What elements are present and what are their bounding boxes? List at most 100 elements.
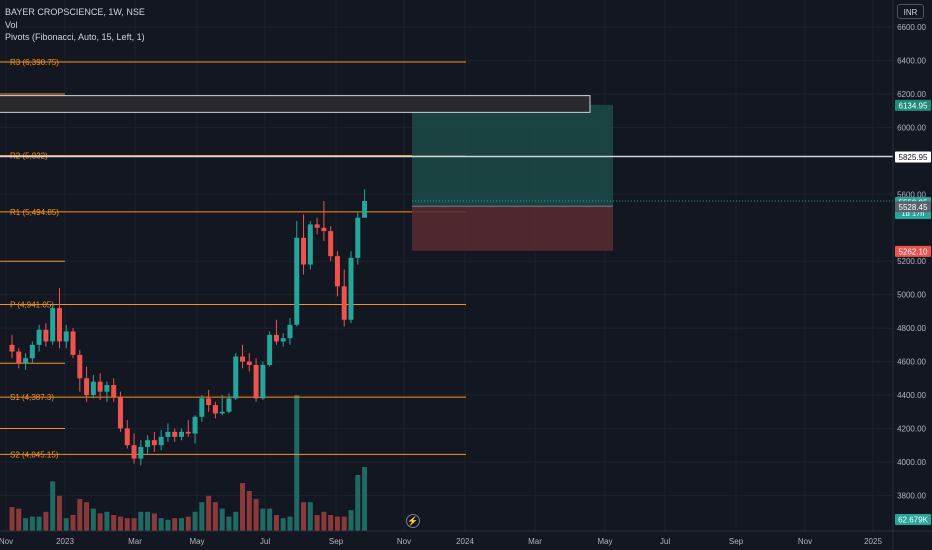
candle-body xyxy=(9,344,15,352)
candle-body xyxy=(165,431,171,437)
candle-body xyxy=(314,224,320,228)
volume-bar xyxy=(97,513,103,531)
candle-body xyxy=(355,217,361,258)
volume-bar xyxy=(334,516,340,531)
volume-bar xyxy=(240,483,246,531)
x-tick-label: Nov xyxy=(0,537,13,546)
candle-body xyxy=(334,256,340,287)
x-tick-label: 2024 xyxy=(456,537,474,546)
currency-button[interactable]: INR xyxy=(897,4,924,19)
pivot-label: P (4,941.05) xyxy=(10,301,54,310)
pivot-label: R3 (6,390.75) xyxy=(10,58,59,67)
candle-body xyxy=(23,358,29,364)
volume-bar xyxy=(29,516,35,531)
candle-body xyxy=(362,200,368,218)
candle-body xyxy=(70,331,76,355)
volume-bar xyxy=(179,518,184,531)
x-tick-label: Nov xyxy=(397,537,411,546)
candle-body xyxy=(253,364,259,399)
volume-bar xyxy=(23,518,29,531)
candle-body xyxy=(63,331,69,342)
candle-body xyxy=(151,440,157,446)
volume-indicator-label[interactable]: Vol xyxy=(5,19,18,30)
volume-bar xyxy=(206,495,212,531)
volume-bar xyxy=(117,516,123,531)
volume-bar xyxy=(70,515,76,531)
volume-bar xyxy=(63,518,69,531)
y-tick-label: 4200.00 xyxy=(897,424,926,433)
price-badge-entry xyxy=(895,201,931,213)
volume-bar xyxy=(124,518,130,531)
x-tick-label: May xyxy=(189,537,204,546)
candle-body xyxy=(138,446,144,459)
position-loss-zone[interactable] xyxy=(412,206,613,251)
volume-bar xyxy=(348,510,354,531)
volume-bar xyxy=(362,467,368,531)
volume-bar xyxy=(294,395,300,531)
y-tick-label: 6400.00 xyxy=(897,56,926,65)
candle-body xyxy=(192,416,198,434)
y-tick-label: 4600.00 xyxy=(897,358,926,367)
x-tick-label: 2025 xyxy=(864,537,882,546)
volume-bar xyxy=(233,511,239,531)
lightning-bolt-icon[interactable]: ⚡ xyxy=(406,514,420,528)
candle-body xyxy=(29,344,35,359)
candle-body xyxy=(124,428,130,446)
price-badge-volume xyxy=(895,514,931,525)
volume-bar xyxy=(185,516,191,531)
x-tick-label: Mar xyxy=(128,537,142,546)
y-tick-label: 6000.00 xyxy=(897,123,926,132)
volume-bar xyxy=(192,511,198,531)
pivots-indicator-label[interactable]: Pivots (Fibonacci, Auto, 15, Left, 1) xyxy=(5,32,145,42)
price-badge-stop xyxy=(895,245,931,257)
y-tick-label: 4800.00 xyxy=(897,324,926,333)
candle-body xyxy=(50,308,56,342)
volume-bar xyxy=(219,508,225,531)
volume-bar xyxy=(16,508,22,531)
y-tick-label: 5600.00 xyxy=(897,190,926,199)
price-badge-text: 5262.10 xyxy=(899,247,928,256)
volume-bar xyxy=(321,511,327,531)
volume-bar xyxy=(43,511,49,531)
candle-body xyxy=(280,338,286,342)
price-badge-horizontal-line xyxy=(895,151,931,163)
candle-body xyxy=(172,431,178,437)
candle-body xyxy=(36,329,42,345)
volume-bar xyxy=(212,502,218,531)
y-tick-label: 3800.00 xyxy=(897,491,926,500)
candle-body xyxy=(43,329,49,342)
candle-body xyxy=(145,440,151,447)
rectangle-zone[interactable] xyxy=(0,95,591,113)
candle-body xyxy=(287,324,293,339)
volume-bar xyxy=(111,515,117,531)
volume-bar xyxy=(56,495,62,531)
volume-bar xyxy=(172,518,178,531)
pivot-label: R1 (5,494.85) xyxy=(10,208,59,217)
candle-body xyxy=(206,398,212,406)
position-profit-zone[interactable] xyxy=(412,104,613,207)
volume-bar xyxy=(260,508,266,531)
candle-body xyxy=(199,398,205,417)
x-tick-label: Nov xyxy=(798,537,812,546)
volume-bar xyxy=(77,499,83,531)
y-tick-label: 6600.00 xyxy=(897,23,926,32)
candle-body xyxy=(260,364,266,399)
candle-body xyxy=(56,308,62,342)
candle-body xyxy=(84,378,90,396)
candle-body xyxy=(301,237,307,265)
volume-bar xyxy=(314,515,320,531)
volume-bar xyxy=(84,502,90,531)
price-axis[interactable] xyxy=(893,0,932,550)
candle-body xyxy=(117,396,123,429)
candle-body xyxy=(219,411,225,414)
volume-bar xyxy=(138,511,144,531)
volume-bar xyxy=(287,516,293,531)
candle-body xyxy=(179,431,184,437)
y-tick-label: 5000.00 xyxy=(897,291,926,300)
candle-body xyxy=(328,231,334,257)
x-tick-label: May xyxy=(597,537,612,546)
x-tick-label: Jul xyxy=(260,537,270,546)
candle-body xyxy=(341,286,347,320)
price-badge-text: 6134.95 xyxy=(899,101,928,110)
